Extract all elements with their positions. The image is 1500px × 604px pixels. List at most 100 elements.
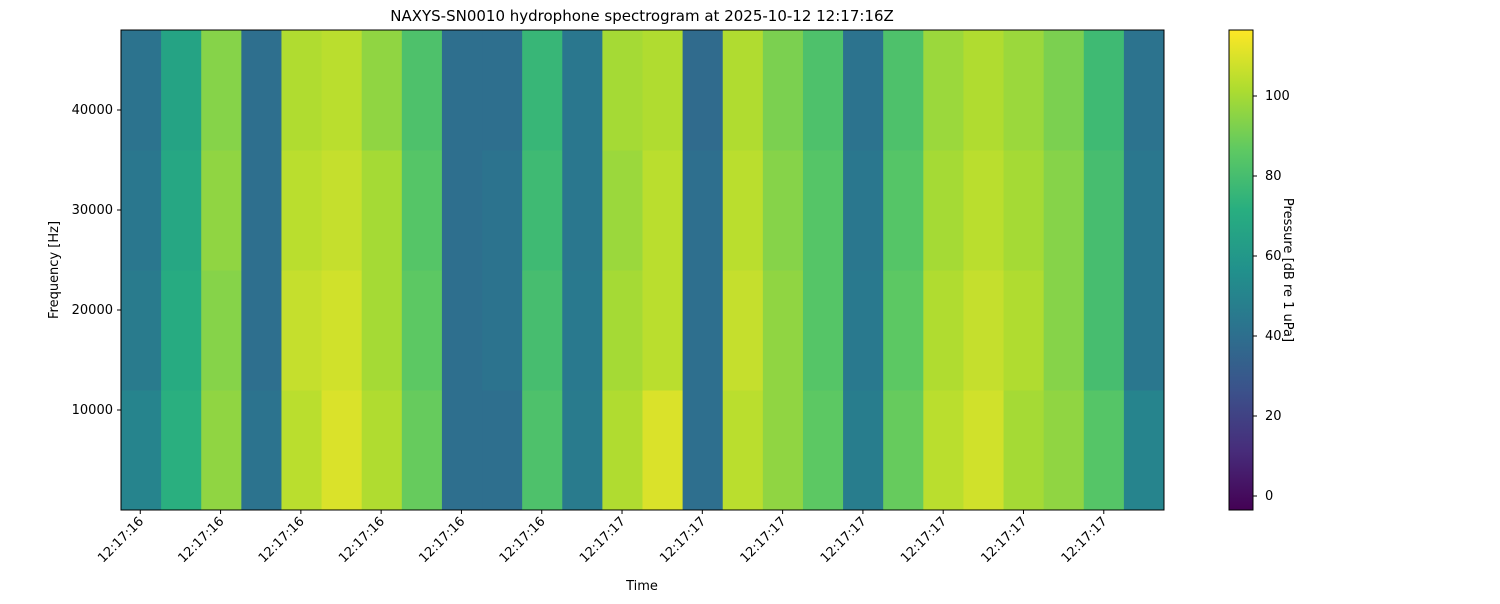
heatmap-cell xyxy=(441,30,483,151)
heatmap-cell xyxy=(1123,270,1165,391)
x-tick-label: 12:17:16 xyxy=(416,514,468,566)
heatmap-cell xyxy=(401,390,443,511)
heatmap-cell xyxy=(121,150,162,271)
heatmap-cell xyxy=(642,270,684,391)
colorbar-tick-label: 60 xyxy=(1265,249,1282,264)
heatmap-cell xyxy=(722,390,764,511)
heatmap-cell xyxy=(802,150,844,271)
heatmap-cell xyxy=(1123,30,1165,151)
colorbar-tick-label: 100 xyxy=(1265,89,1290,104)
heatmap-cell xyxy=(762,270,804,391)
heatmap-cell xyxy=(201,30,242,151)
heatmap-cell xyxy=(1123,150,1165,271)
heatmap-cell xyxy=(843,150,884,271)
plot-frame xyxy=(120,29,1165,511)
heatmap-cell xyxy=(161,390,202,511)
x-tick-label: 12:17:17 xyxy=(1059,514,1111,566)
heatmap-cell xyxy=(802,390,844,511)
heatmap-cell xyxy=(642,150,684,271)
heatmap-cell xyxy=(802,270,844,391)
heatmap-cell xyxy=(201,390,242,511)
heatmap-cell xyxy=(281,390,323,511)
heatmap-cell xyxy=(522,390,563,511)
y-tick-label: 40000 xyxy=(72,103,113,118)
heatmap-cell xyxy=(1043,30,1085,151)
heatmap-cell xyxy=(923,390,964,511)
heatmap-cell xyxy=(963,390,1005,511)
heatmap-cell xyxy=(1083,390,1125,511)
heatmap-cell xyxy=(562,150,603,271)
heatmap-cell xyxy=(321,390,363,511)
heatmap-cell xyxy=(241,30,282,151)
heatmap-cell xyxy=(722,270,764,391)
x-tick-label: 12:17:17 xyxy=(577,514,629,566)
y-axis-label: Frequency [Hz] xyxy=(47,221,62,319)
y-tick-label: 10000 xyxy=(72,403,113,418)
heatmap-cell xyxy=(682,390,724,511)
heatmap-cell xyxy=(281,150,323,271)
heatmap-cell xyxy=(1003,390,1045,511)
heatmap-cell xyxy=(441,270,483,391)
heatmap-cell xyxy=(121,390,162,511)
heatmap-cell xyxy=(401,150,443,271)
x-tick-label: 12:17:16 xyxy=(497,514,549,566)
heatmap-cell xyxy=(963,150,1005,271)
heatmap-cell xyxy=(1043,390,1085,511)
heatmap-cell xyxy=(201,270,242,391)
heatmap-cell xyxy=(361,270,403,391)
heatmap-cell xyxy=(1083,30,1125,151)
heatmap-cell xyxy=(121,30,162,151)
heatmap-cell xyxy=(642,30,684,151)
heatmap-cell xyxy=(321,30,363,151)
heatmap-cell xyxy=(361,30,403,151)
heatmap-cell xyxy=(843,270,884,391)
heatmap-cell xyxy=(161,30,202,151)
heatmap-cell xyxy=(482,30,523,151)
heatmap-cell xyxy=(1003,150,1045,271)
chart-title: NAXYS-SN0010 hydrophone spectrogram at 2… xyxy=(390,7,894,25)
heatmap-cell xyxy=(401,270,443,391)
heatmap-cell xyxy=(1043,270,1085,391)
x-tick-label: 12:17:17 xyxy=(657,514,709,566)
heatmap-cell xyxy=(201,150,242,271)
heatmap-cell xyxy=(401,30,443,151)
heatmap-cell xyxy=(923,150,964,271)
x-tick-label: 12:17:17 xyxy=(978,514,1030,566)
y-tick-label: 20000 xyxy=(72,303,113,318)
x-tick-label: 12:17:16 xyxy=(95,514,147,566)
colorbar-label: Pressure [dB re 1 uPa] xyxy=(1280,198,1295,342)
heatmap-cell xyxy=(321,150,363,271)
heatmap-cell xyxy=(1003,30,1045,151)
x-tick-label: 12:17:17 xyxy=(738,514,790,566)
heatmap-cell xyxy=(883,390,924,511)
heatmap-cell xyxy=(281,270,323,391)
heatmap-cell xyxy=(682,150,724,271)
heatmap-cell xyxy=(722,150,764,271)
heatmap-cell xyxy=(642,390,684,511)
heatmap-cell xyxy=(1083,270,1125,391)
heatmap-cell xyxy=(883,270,924,391)
heatmap-cell xyxy=(441,150,483,271)
colorbar xyxy=(1228,29,1254,511)
heatmap-cell xyxy=(602,30,643,151)
heatmap-cell xyxy=(161,270,202,391)
heatmap-cell xyxy=(843,30,884,151)
heatmap-cell xyxy=(562,270,603,391)
heatmap-cell xyxy=(241,270,282,391)
heatmap-cell xyxy=(522,30,563,151)
heatmap-cell xyxy=(762,30,804,151)
x-axis-label: Time xyxy=(625,579,658,594)
heatmap-cell xyxy=(802,30,844,151)
heatmap-cell xyxy=(762,390,804,511)
heatmap-cell xyxy=(281,30,323,151)
heatmap-cell xyxy=(602,390,643,511)
heatmap-cell xyxy=(241,390,282,511)
heatmap-cell xyxy=(762,150,804,271)
heatmap-cell xyxy=(361,390,403,511)
heatmap-cell xyxy=(562,390,603,511)
heatmap-cell xyxy=(482,150,523,271)
heatmap-cell xyxy=(522,150,563,271)
colorbar-tick-label: 20 xyxy=(1265,409,1282,424)
heatmap-cell xyxy=(923,30,964,151)
